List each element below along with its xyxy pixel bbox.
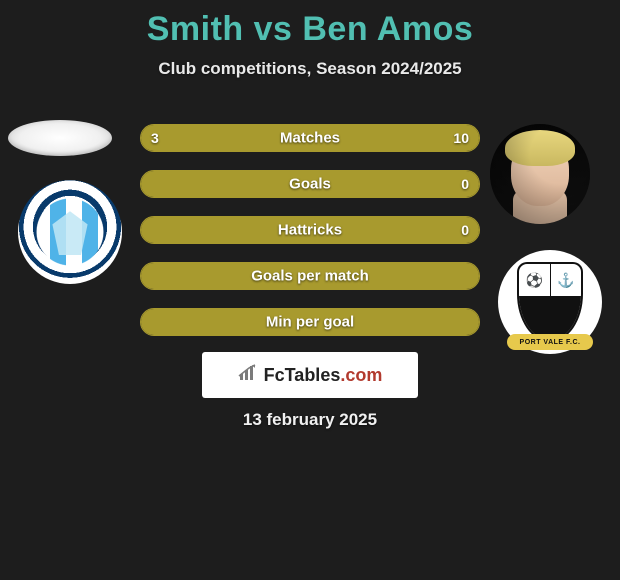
brand-name: FcTables.com	[264, 365, 383, 386]
stat-bar-right-value: 10	[453, 130, 469, 146]
stat-bar-right-value: 0	[461, 222, 469, 238]
stat-bar-right-fill	[219, 125, 479, 151]
brand-box[interactable]: FcTables.com	[202, 352, 418, 398]
chart-icon	[238, 364, 258, 387]
club-right-ribbon: PORT VALE F.C.	[507, 334, 593, 350]
page-subtitle: Club competitions, Season 2024/2025	[0, 59, 620, 79]
stat-bar: Goals per match	[140, 262, 480, 290]
player-right-avatar	[490, 124, 590, 224]
page-title: Smith vs Ben Amos	[0, 0, 620, 49]
stat-bar-left-fill	[141, 309, 479, 335]
player-left-avatar	[8, 120, 112, 156]
stat-bar-left-value: 3	[151, 130, 159, 146]
stat-bar: Hattricks0	[140, 216, 480, 244]
stat-bar-left-fill	[141, 217, 479, 243]
stat-bar-right-value: 0	[461, 176, 469, 192]
comparison-date: 13 february 2025	[0, 410, 620, 430]
stat-bar: Goals0	[140, 170, 480, 198]
club-right-badge: ⚽⚓ PORT VALE F.C.	[498, 250, 602, 354]
stat-bar: Matches310	[140, 124, 480, 152]
comparison-bars: Matches310Goals0Hattricks0Goals per matc…	[140, 124, 480, 354]
stat-bar-left-fill	[141, 263, 479, 289]
club-left-badge	[18, 180, 122, 284]
stat-bar: Min per goal	[140, 308, 480, 336]
stat-bar-left-fill	[141, 171, 479, 197]
